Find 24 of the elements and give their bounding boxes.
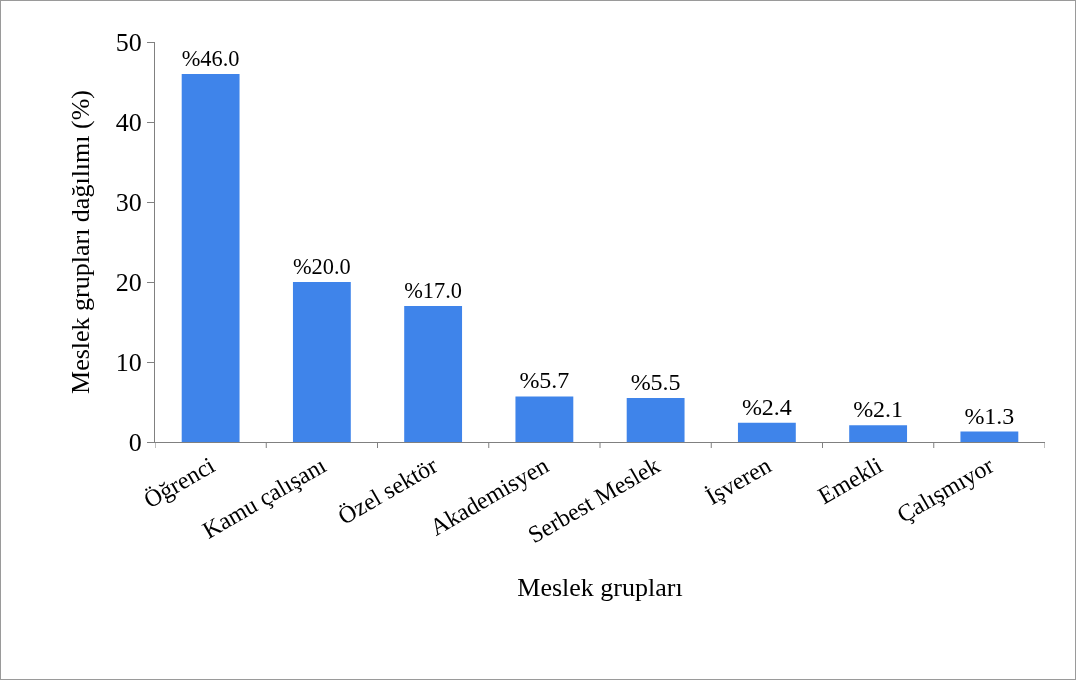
x-axis-title: Meslek grupları — [517, 572, 683, 602]
y-tick-label: 10 — [115, 348, 142, 378]
data-label: %2.1 — [853, 396, 904, 423]
data-label: %20.0 — [292, 254, 351, 280]
bar — [626, 398, 685, 442]
y-tick-label: 50 — [115, 28, 142, 58]
y-tick-label: 0 — [128, 428, 142, 458]
bar — [960, 431, 1019, 442]
data-label: %17.0 — [404, 278, 463, 304]
data-label: %2.4 — [741, 393, 792, 420]
bar — [849, 425, 908, 442]
bar — [292, 282, 351, 442]
bar — [515, 396, 574, 442]
data-label: %5.5 — [630, 369, 681, 395]
bar — [404, 306, 463, 442]
y-axis-title: Meslek grupları dağılımı (%) — [66, 90, 96, 394]
bar — [181, 74, 240, 442]
data-label: %5.7 — [519, 367, 570, 394]
bar — [737, 422, 796, 442]
y-tick-label: 20 — [115, 268, 142, 298]
data-label: %46.0 — [181, 46, 240, 72]
data-label: %1.3 — [964, 402, 1015, 429]
y-tick-label: 40 — [115, 108, 142, 138]
y-tick-label: 30 — [115, 188, 142, 218]
